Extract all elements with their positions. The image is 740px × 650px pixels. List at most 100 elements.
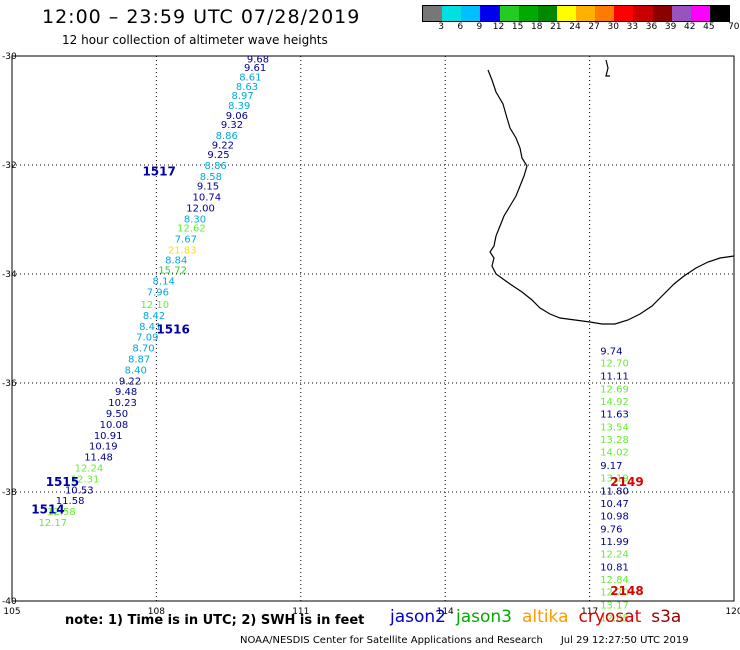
wave-height-value: 12.58 xyxy=(47,507,76,518)
wave-height-value: 10.98 xyxy=(600,511,629,522)
track-labels: 1517 1516 1515 1514 2149 2148 xyxy=(31,164,643,598)
wave-height-value: 12.24 xyxy=(75,463,104,474)
wave-height-value: 8.97 xyxy=(231,91,253,102)
color-scale-label: 12 xyxy=(492,22,505,32)
color-swatch xyxy=(652,6,672,21)
wave-height-value: 12.70 xyxy=(600,588,629,599)
wave-height-value: 8.86 xyxy=(205,161,227,172)
chart-subtitle: 12 hour collection of altimeter wave hei… xyxy=(62,33,328,47)
wave-height-value: 12.84 xyxy=(600,575,629,586)
color-scale-label: 42 xyxy=(684,22,696,32)
x-tick-label: 105 xyxy=(3,607,20,617)
wave-height-value: 10.74 xyxy=(193,193,222,204)
y-tick-label: -40 xyxy=(2,597,17,607)
wave-height-value: 10.19 xyxy=(89,442,118,453)
wave-height-value: 11.11 xyxy=(600,371,629,382)
color-swatch xyxy=(671,6,691,21)
wave-height-value: 9.32 xyxy=(221,120,243,131)
satellite-legend-item: s3a xyxy=(651,607,682,627)
color-scale-label: 18 xyxy=(531,22,543,32)
color-swatch xyxy=(614,6,634,21)
wave-height-value: 10.23 xyxy=(108,398,137,409)
x-tick-label: 114 xyxy=(437,607,454,617)
wave-height-value: 8.63 xyxy=(236,82,258,93)
wave-height-value: 11.48 xyxy=(84,453,113,464)
wave-height-value: 9.61 xyxy=(244,63,266,74)
footer: NOAA/NESDIS Center for Satellite Applica… xyxy=(240,635,689,646)
y-tick-label: -36 xyxy=(2,379,17,389)
track-id-label: 1515 xyxy=(46,475,79,489)
color-swatch xyxy=(518,6,538,21)
y-tick-label: -38 xyxy=(2,488,17,498)
satellite-legend-item: jason3 xyxy=(456,607,512,627)
wave-height-value: 8.61 xyxy=(239,73,261,84)
color-scale-bar xyxy=(422,5,730,22)
color-scale-label: 3 xyxy=(438,22,444,32)
color-swatch xyxy=(537,6,557,21)
color-scale-label: 70 (ft) xyxy=(728,22,740,32)
axis-ticks: 105 108 111 114 117 120 -30 -32 -34 -36 -38 -40 xyxy=(2,52,740,617)
color-swatch xyxy=(442,6,462,21)
island xyxy=(605,59,610,77)
x-tick-label: 117 xyxy=(581,607,598,617)
track-id-label: 1514 xyxy=(31,502,64,516)
wave-height-value: 12.10 xyxy=(141,300,170,311)
wave-height-points: 9.689.618.618.638.978.399.069.328.869.22… xyxy=(38,55,628,625)
x-tick-label: 120 xyxy=(725,607,740,617)
color-swatch xyxy=(461,6,481,21)
wave-height-value: 10.47 xyxy=(600,499,629,510)
wave-height-value: 13.28 xyxy=(600,435,629,446)
wave-height-value: 9.48 xyxy=(115,387,137,398)
wave-height-value: 7.09 xyxy=(136,333,158,344)
wave-height-value: 8.39 xyxy=(228,101,250,112)
wave-height-value: 12.00 xyxy=(186,204,215,215)
wave-height-value: 8.84 xyxy=(165,255,187,266)
color-swatch xyxy=(480,6,500,21)
wave-height-value: 21.83 xyxy=(168,245,197,256)
wave-height-value: 12.69 xyxy=(600,384,629,395)
color-scale-label: 36 xyxy=(645,22,658,32)
wave-height-value: 7.67 xyxy=(175,235,197,246)
color-scale-label: 45 xyxy=(703,22,715,32)
wave-height-value: 12.24 xyxy=(600,550,629,561)
satellite-legend: jason2 jason3 altika cryosat s3a xyxy=(390,607,691,627)
wave-height-value: 15.72 xyxy=(158,266,187,277)
y-tick-label: -30 xyxy=(2,52,17,62)
color-swatch xyxy=(556,6,576,21)
plot-frame xyxy=(11,55,735,602)
chart-title: 12:00 – 23:59 UTC 07/28/2019 xyxy=(42,6,361,28)
satellite-legend-item: cryosat xyxy=(578,607,642,627)
wave-height-value: 8.86 xyxy=(216,131,238,142)
note-text: note: 1) Time is in UTC; 2) SWH is in fe… xyxy=(65,613,365,628)
color-scale-label: 9 xyxy=(476,22,483,32)
wave-height-value: 10.91 xyxy=(94,431,123,442)
wave-height-value: 9.74 xyxy=(600,346,622,357)
coastline xyxy=(487,69,735,325)
footer-timestamp: Jul 29 12:27:50 UTC 2019 xyxy=(560,635,689,646)
color-swatch xyxy=(709,6,729,21)
wave-height-value: 9.25 xyxy=(207,150,229,161)
wave-height-value: 14.92 xyxy=(600,397,629,408)
wave-height-value: 8.14 xyxy=(153,277,175,288)
wave-height-value: 9.76 xyxy=(600,525,622,536)
color-swatch xyxy=(633,6,653,21)
footer-credit: NOAA/NESDIS Center for Satellite Applica… xyxy=(240,635,543,646)
track-id-label: 2149 xyxy=(610,475,643,489)
wave-height-value: 13.19 xyxy=(600,473,629,484)
color-swatch xyxy=(576,6,596,21)
color-scale-label: 6 xyxy=(457,22,464,32)
y-tick-label: -32 xyxy=(2,161,17,171)
wave-height-value: 13.17 xyxy=(600,600,629,611)
color-scale-label: 24 xyxy=(569,22,581,32)
color-swatch xyxy=(595,6,615,21)
wave-height-value: 10.53 xyxy=(65,485,94,496)
wave-height-value: 11.80 xyxy=(600,486,629,497)
wave-height-value: 10.08 xyxy=(100,420,129,431)
color-scale-label: 27 xyxy=(588,22,600,32)
wave-height-value: 12.05 xyxy=(600,613,629,624)
color-scale-label: 39 xyxy=(664,22,677,32)
x-tick-label: 111 xyxy=(292,607,309,617)
wave-height-value: 9.06 xyxy=(226,111,248,122)
